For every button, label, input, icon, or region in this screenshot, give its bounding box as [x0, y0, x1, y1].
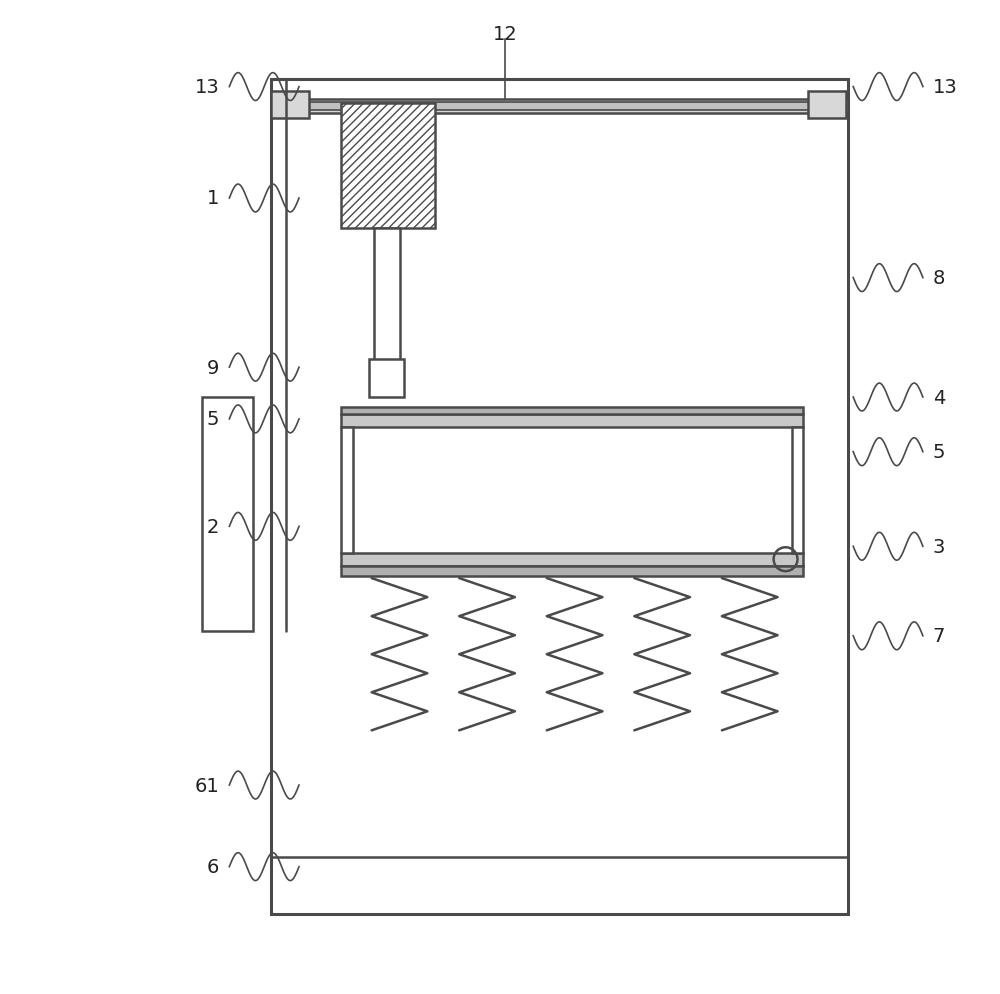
Text: 5: 5 — [207, 410, 219, 429]
Bar — [271, 91, 309, 119]
Bar — [341, 104, 435, 229]
Bar — [341, 554, 803, 567]
Text: 4: 4 — [933, 388, 945, 408]
Text: 61: 61 — [195, 775, 219, 795]
Bar — [341, 408, 803, 414]
Bar — [286, 103, 831, 111]
Bar — [341, 427, 353, 554]
Text: 6: 6 — [207, 857, 219, 877]
Text: 13: 13 — [933, 78, 958, 97]
Text: 7: 7 — [933, 626, 945, 646]
Bar — [271, 99, 848, 114]
Text: 2: 2 — [207, 517, 219, 537]
Bar — [271, 80, 848, 914]
Bar — [341, 567, 803, 577]
Text: 8: 8 — [933, 268, 945, 288]
Bar — [792, 427, 803, 554]
Text: 12: 12 — [493, 25, 517, 45]
Text: 3: 3 — [933, 537, 945, 557]
Bar — [369, 360, 404, 398]
Text: 9: 9 — [207, 358, 219, 378]
Bar — [202, 398, 253, 631]
Text: 5: 5 — [933, 442, 945, 462]
Bar — [808, 91, 846, 119]
Bar — [374, 229, 400, 363]
Text: 13: 13 — [195, 78, 219, 97]
Text: 1: 1 — [207, 189, 219, 209]
Bar — [341, 414, 803, 427]
